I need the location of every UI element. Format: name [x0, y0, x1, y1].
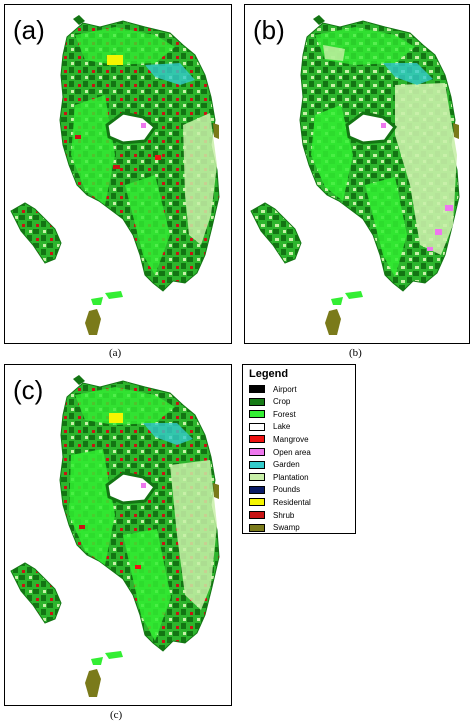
- legend-swatch: [249, 485, 265, 494]
- map-panel-c: (c): [4, 364, 232, 706]
- panel-caption: (b): [349, 347, 362, 359]
- legend-label: Airport: [273, 384, 297, 394]
- legend-label: Garden: [273, 460, 300, 470]
- legend-swatch: [249, 397, 265, 406]
- legend-title: Legend: [249, 368, 289, 380]
- map-b: [250, 15, 460, 335]
- legend-label: Lake: [273, 422, 291, 432]
- legend-label: Mangrove: [273, 434, 309, 444]
- legend-item: Residental: [249, 496, 311, 508]
- legend-item: Open area: [249, 446, 311, 458]
- panel-label: (b): [253, 15, 285, 45]
- legend-label: Forest: [273, 409, 296, 419]
- panel-label: (a): [13, 15, 45, 45]
- legend-swatch: [249, 498, 265, 507]
- legend-item: Crop: [249, 396, 290, 408]
- legend-swatch: [249, 422, 265, 431]
- legend-label: Residental: [273, 497, 311, 507]
- map-panel-b: (b): [244, 4, 470, 344]
- legend-item: Pounds: [249, 484, 300, 496]
- map-legend: Legend Airport Crop Forest Lake Mangrove Open…: [242, 364, 356, 534]
- legend-label: Open area: [273, 447, 311, 457]
- mainland: [59, 20, 220, 292]
- legend-item: Plantation: [249, 471, 309, 483]
- legend-label: Crop: [273, 397, 291, 407]
- map-c: [10, 375, 220, 697]
- mainland: [59, 380, 220, 652]
- legend-item: Mangrove: [249, 433, 309, 445]
- legend-swatch: [249, 473, 265, 482]
- legend-label: Plantation: [273, 472, 309, 482]
- legend-swatch: [249, 523, 265, 532]
- legend-swatch: [249, 460, 265, 469]
- legend-swatch: [249, 385, 265, 393]
- legend-item: Shrub: [249, 509, 294, 521]
- map-a: [10, 15, 220, 335]
- legend-label: Swamp: [273, 523, 300, 533]
- panel-caption: (a): [109, 347, 122, 359]
- legend-label: Shrub: [273, 510, 295, 520]
- legend-item: Lake: [249, 421, 290, 433]
- map-panel-a: (a): [4, 4, 232, 344]
- panel-label: (c): [13, 375, 44, 405]
- legend-swatch: [249, 435, 265, 444]
- panel-caption: (c): [110, 709, 123, 721]
- legend-label: Pounds: [273, 485, 301, 495]
- legend-swatch: [249, 448, 265, 456]
- legend-swatch: [249, 511, 265, 519]
- legend-item: Garden: [249, 459, 300, 471]
- legend-swatch: [249, 410, 265, 419]
- legend-item: Forest: [249, 408, 296, 420]
- legend-item: Swamp: [249, 522, 300, 534]
- legend-item: Airport: [249, 383, 297, 395]
